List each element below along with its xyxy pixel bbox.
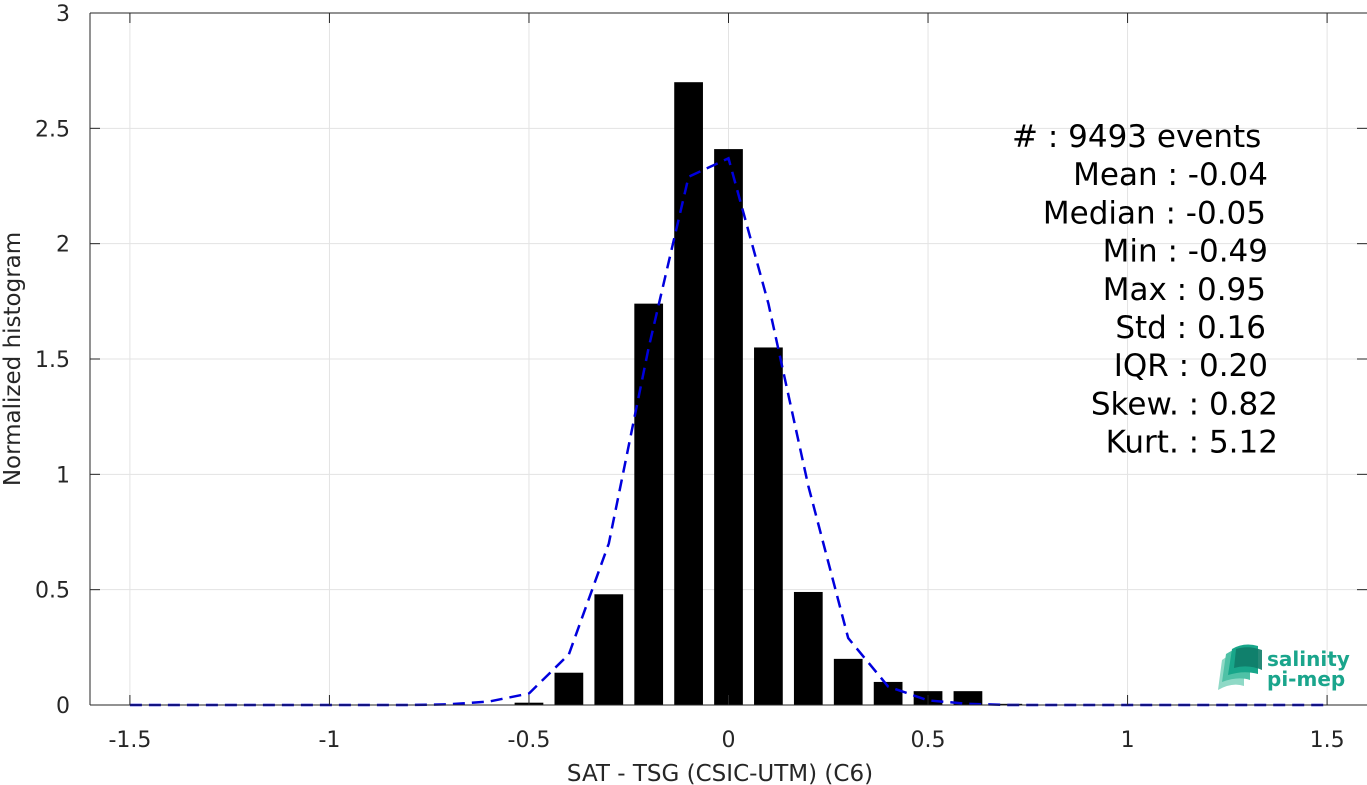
histogram-bar: [873, 681, 903, 705]
salinity-pi-mep-logo: salinity pi-mep: [1218, 644, 1350, 691]
x-tick-label: 1.5: [1310, 728, 1345, 753]
histogram-bar: [953, 691, 983, 705]
stats-line: Mean : -0.04: [1073, 157, 1268, 193]
y-tick-label: 2: [56, 233, 70, 258]
y-tick-label: 2.5: [35, 117, 70, 142]
stats-line: Skew. : 0.82: [1091, 386, 1278, 422]
y-tick-labels: 0 0.5 1 1.5 2 2.5 3: [35, 2, 70, 719]
histogram-bar: [594, 594, 624, 705]
histogram-bar: [674, 82, 703, 705]
x-tick-labels: -1.5 -1 -0.5 0 0.5 1 1.5: [108, 728, 1344, 753]
y-tick-label: 0: [56, 694, 70, 719]
histogram-bar: [754, 347, 783, 705]
x-tick-label: -0.5: [508, 728, 551, 753]
histogram-bar: [554, 672, 584, 705]
stats-line: IQR : 0.20: [1114, 348, 1268, 384]
x-tick-label: 0.5: [911, 728, 946, 753]
axes: [89, 12, 1367, 706]
x-tick-label: -1: [318, 728, 340, 753]
bars: [514, 82, 1023, 706]
stats-line: Kurt. : 5.12: [1106, 425, 1278, 461]
stats-line: Std : 0.16: [1115, 310, 1266, 346]
x-tick-label: 0: [722, 728, 736, 753]
histogram-bar: [833, 658, 863, 705]
x-tick-label: -1.5: [108, 728, 151, 753]
wave-logo-icon: [1218, 644, 1262, 690]
y-tick-label: 3: [56, 2, 70, 27]
histogram-bar: [714, 149, 743, 706]
y-tick-label: 0.5: [35, 579, 70, 604]
stats-line: # : 9493 events: [1012, 119, 1261, 155]
stats-line: Median : -0.05: [1043, 195, 1266, 231]
x-tick-label: 1: [1121, 728, 1135, 753]
stats-line: Max : 0.95: [1103, 272, 1266, 308]
y-tick-label: 1: [56, 463, 70, 488]
histogram-bar: [793, 591, 823, 705]
y-tick-label: 1.5: [35, 348, 70, 373]
y-axis-label: Normalized histogram: [0, 232, 26, 486]
stats-line: Min : -0.49: [1103, 234, 1268, 270]
x-axis-label: SAT - TSG (CSIC-UTM) (C6): [567, 761, 873, 785]
histogram-bar: [634, 303, 664, 705]
logo-line2: pi-mep: [1267, 667, 1345, 691]
logo-line1: salinity: [1267, 647, 1350, 671]
